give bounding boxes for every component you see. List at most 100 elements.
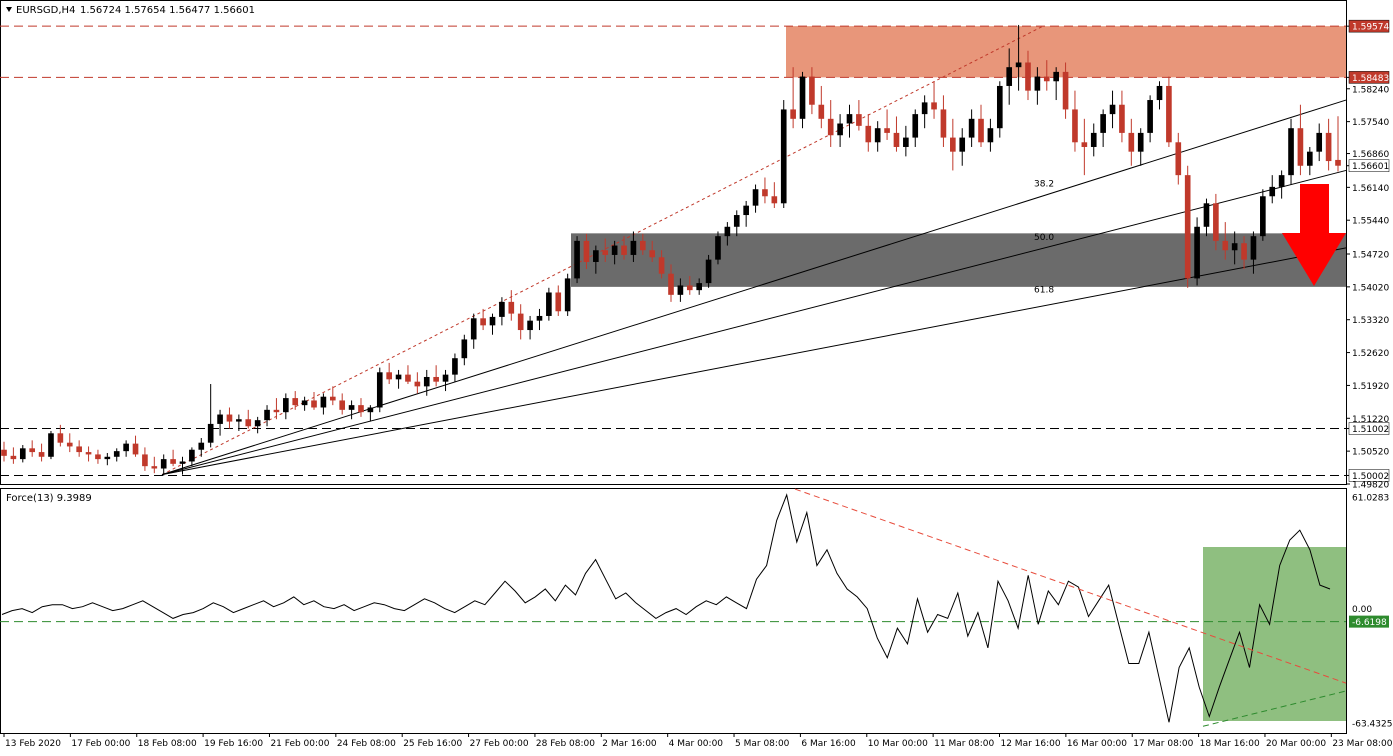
- fan-line-0: [161, 99, 1347, 476]
- candle: [207, 384, 214, 448]
- candle: [593, 245, 599, 274]
- candle: [236, 414, 242, 431]
- candle: [1015, 24, 1022, 91]
- date-tick-label: 13 Feb 2020: [5, 739, 61, 749]
- candle: [602, 238, 609, 262]
- candle: [827, 100, 834, 147]
- candle: [226, 407, 233, 429]
- candle: [715, 231, 721, 265]
- candle: [160, 454, 167, 476]
- candle: [790, 67, 796, 129]
- candle: [1306, 146, 1313, 176]
- date-tick-label: 16 Mar 00:00: [1067, 739, 1127, 749]
- candle: [837, 114, 843, 147]
- candle: [1109, 90, 1116, 129]
- candle: [978, 104, 984, 147]
- candle: [254, 416, 261, 434]
- candle: [743, 200, 749, 227]
- candle: [546, 287, 552, 321]
- candle: [968, 109, 975, 147]
- candle: [621, 236, 627, 260]
- candle: [29, 440, 36, 457]
- candle: [639, 233, 646, 255]
- candle: [1062, 62, 1069, 119]
- candle: [480, 308, 486, 331]
- candle: [677, 278, 684, 302]
- candle: [780, 100, 787, 208]
- force-down-trendline: [794, 488, 1347, 684]
- force-up-trendline: [1202, 690, 1347, 727]
- price-tick-label: 1.53320: [1352, 316, 1389, 326]
- price-tick-label: 1.58240: [1352, 85, 1389, 95]
- force-tick-label: -6.6198: [1352, 618, 1387, 628]
- candle: [1025, 50, 1031, 101]
- dropdown-triangle-icon[interactable]: [6, 7, 12, 12]
- indicator-pane-frame: [0, 488, 1347, 734]
- fib-labels: 38.2 50.0 61.8: [1034, 180, 1054, 296]
- candle: [189, 447, 195, 467]
- price-tick-label: 1.56860: [1352, 150, 1389, 160]
- price-tick-label: 1.54720: [1352, 251, 1389, 261]
- date-tick-label: 18 Mar 16:00: [1200, 739, 1260, 749]
- candle: [10, 447, 17, 464]
- candle: [386, 362, 392, 385]
- date-tick-label: 24 Feb 08:00: [337, 739, 396, 749]
- fan-line-1: [161, 169, 1347, 476]
- force-series-line: [1, 493, 1331, 723]
- candle: [1278, 170, 1285, 199]
- candle: [1072, 90, 1078, 152]
- candle: [1147, 95, 1153, 143]
- candle: [696, 278, 703, 295]
- candle: [66, 433, 73, 453]
- date-tick-label: 27 Feb 00:00: [470, 739, 529, 749]
- price-tick-label: 1.50002: [1352, 472, 1389, 482]
- price-tick-label: 1.49820: [1352, 481, 1389, 491]
- candle: [179, 456, 186, 475]
- candle: [1119, 90, 1125, 143]
- candle: [1269, 175, 1276, 204]
- candle: [658, 250, 665, 279]
- candle: [19, 445, 26, 463]
- candle: [1288, 118, 1294, 185]
- price-tick-label: 1.55440: [1352, 217, 1389, 227]
- candle: [950, 118, 956, 171]
- price-tick-label: 1.59574: [1352, 23, 1389, 33]
- candle: [1053, 67, 1059, 101]
- candle: [57, 424, 64, 447]
- candle: [987, 118, 994, 152]
- date-tick-label: 10 Mar 00:00: [868, 739, 928, 749]
- candle: [123, 440, 129, 457]
- candle: [76, 440, 82, 457]
- price-tick-label: 1.50520: [1352, 448, 1389, 458]
- candle: [527, 315, 533, 340]
- candle: [649, 240, 656, 262]
- candle: [1, 441, 7, 462]
- candle: [1137, 128, 1144, 166]
- candle: [95, 449, 101, 464]
- date-tick-label: 17 Mar 08:00: [1133, 739, 1193, 749]
- date-tick-label: 20 Mar 00:00: [1266, 739, 1326, 749]
- candle: [564, 273, 571, 316]
- date-tick-label: 21 Feb 00:00: [270, 739, 329, 749]
- candle: [668, 264, 674, 302]
- date-tick-label: 12 Mar 16:00: [1000, 739, 1060, 749]
- candle: [874, 121, 881, 152]
- candle: [499, 297, 505, 326]
- candle: [1175, 132, 1182, 185]
- candle: [433, 365, 439, 387]
- candle: [142, 447, 148, 471]
- candle: [48, 430, 54, 460]
- candle: [940, 95, 947, 147]
- candle: [489, 313, 496, 335]
- candle: [733, 210, 740, 237]
- support-zone: [571, 233, 1346, 287]
- candle: [283, 393, 289, 420]
- candle: [1090, 123, 1097, 157]
- candle: [1250, 231, 1257, 274]
- force-indicator: [0, 488, 1347, 727]
- candle: [113, 448, 120, 462]
- date-tick-label: 4 Mar 00:00: [669, 739, 724, 749]
- candle: [1297, 104, 1304, 176]
- candle: [151, 456, 158, 474]
